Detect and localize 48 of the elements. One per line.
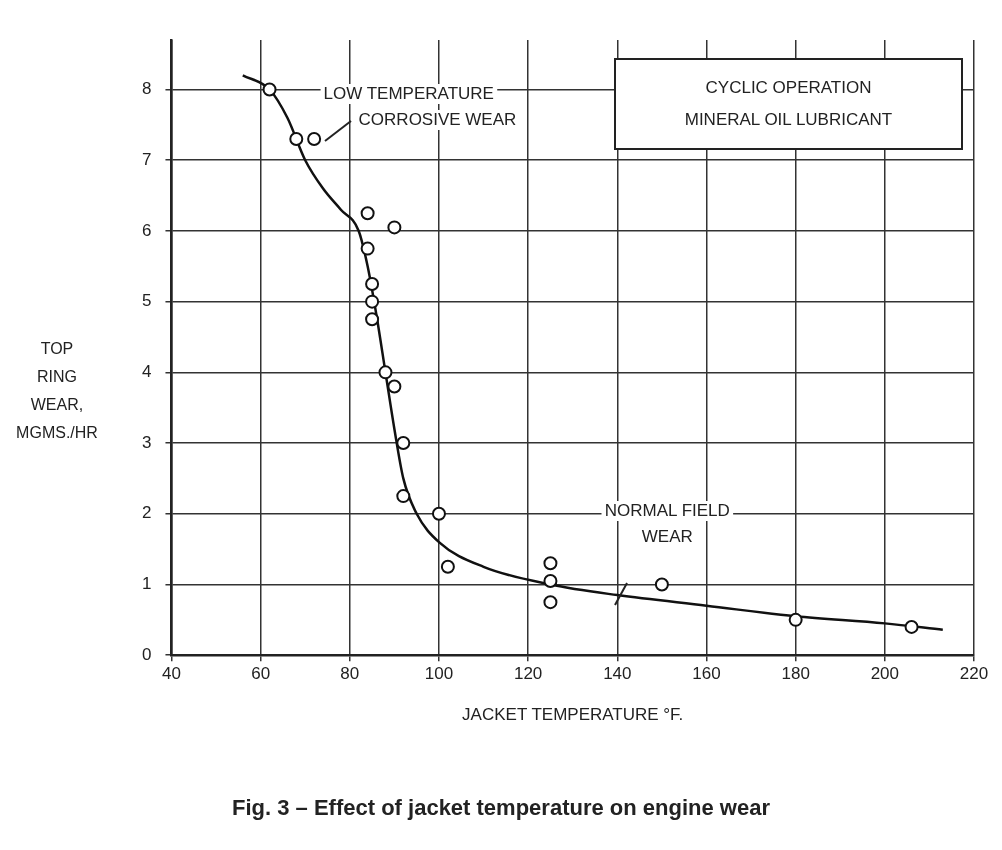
y-tick-label: 1 (141, 574, 152, 594)
point (378, 365, 393, 380)
point (543, 556, 558, 571)
text: Fig. 3 – Effect of jacket temperature on engine wear (231, 795, 771, 821)
point (543, 595, 558, 610)
annotation: LOW TEMPERATURE CORROSIVE WEAR (323, 84, 517, 129)
y-tick-label: 7 (141, 149, 152, 169)
annotation: CYCLIC OPERATION MINERAL OIL LUBRICANT (683, 77, 894, 131)
x-tick-label: 200 (870, 664, 900, 684)
point (262, 82, 277, 97)
point (365, 294, 380, 309)
y-axis-title: TOP RING WEAR, MGMS./HR (15, 339, 99, 443)
x-tick-label: 80 (340, 664, 360, 684)
point (904, 619, 919, 634)
y-tick-label: 4 (141, 362, 152, 382)
point (396, 436, 411, 451)
y-tick-label: 2 (141, 503, 152, 523)
point (387, 220, 402, 235)
x-tick-label: 140 (603, 664, 632, 684)
point (360, 206, 375, 221)
note-frame: CYCLIC OPERATION MINERAL OIL LUBRICANT (614, 58, 963, 150)
point (289, 132, 304, 146)
y-tick-label: 8 (141, 79, 152, 99)
point (365, 276, 380, 291)
y-tick-label: 3 (141, 432, 152, 452)
y-tick-label: 5 (141, 291, 152, 311)
point (788, 612, 803, 627)
point (387, 379, 402, 394)
x-axis-title: JACKET TEMPERATURE °F. (462, 705, 684, 725)
x-tick-label: 180 (781, 664, 810, 684)
x-tick-label: 40 (161, 664, 181, 684)
y-tick-label: 0 (141, 644, 152, 664)
x-tick-label: 220 (959, 664, 989, 684)
point (307, 132, 322, 146)
point (396, 489, 411, 504)
annotation: NORMAL FIELD WEAR (604, 501, 730, 547)
y-tick-label: 6 (141, 220, 152, 240)
point (543, 573, 558, 588)
x-tick-label: 100 (424, 664, 454, 684)
x-tick-label: 60 (251, 664, 271, 684)
point (365, 312, 380, 327)
point (654, 577, 669, 592)
point (431, 506, 446, 521)
x-tick-label: 160 (692, 664, 721, 684)
x-tick-label: 120 (513, 664, 543, 684)
point (360, 241, 375, 256)
line-series (241, 74, 945, 631)
point (440, 559, 455, 574)
